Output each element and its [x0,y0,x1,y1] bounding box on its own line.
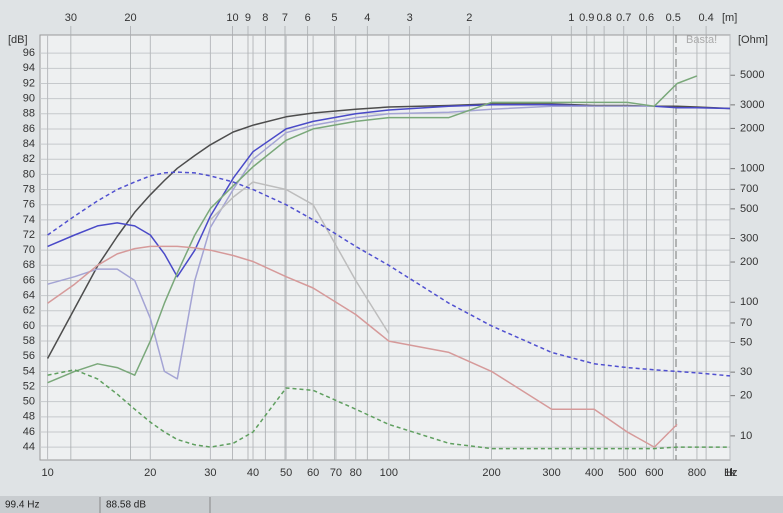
x2-tick-label: 3 [407,12,413,24]
x2-tick-label: 0.8 [596,12,611,24]
y-tick-label: 92 [23,77,35,89]
series-line [209,181,390,334]
status-level: 88.58 dB [106,500,146,511]
x2-tick-label: 0.4 [698,12,713,24]
x-tick-label: 20 [144,467,156,479]
x-tick-label: 500 [618,467,636,479]
x-tick-label: 1k [724,467,736,479]
series-line [47,245,678,448]
series-line [47,105,655,380]
status-background [0,496,783,513]
x2-unit: [m] [722,12,737,24]
y-tick-label: 94 [23,62,35,74]
y-tick-label: 68 [23,259,35,271]
y-tick-label: 60 [23,320,35,332]
y-tick-label: 76 [23,199,35,211]
y2-axis-label: [Ohm] [738,34,768,46]
x-tick-label: 80 [350,467,362,479]
y-tick-label: 88 [23,108,35,120]
y-tick-label: 78 [23,183,35,195]
y2-tick-label: 2000 [740,122,764,134]
y2-tick-label: 200 [740,256,758,268]
x-tick-label: 800 [688,467,706,479]
x2-tick-label: 8 [262,12,268,24]
x2-tick-label: 7 [282,12,288,24]
y-tick-label: 84 [23,138,35,150]
y2-tick-label: 30 [740,366,752,378]
x2-tick-label: 9 [245,12,251,24]
x2-tick-label: 4 [364,12,370,24]
x2-tick-label: 10 [226,12,238,24]
y-tick-label: 80 [23,168,35,180]
y-tick-label: 86 [23,123,35,135]
y-tick-label: 46 [23,426,35,438]
x-tick-label: 200 [482,467,500,479]
x2-tick-label: 20 [124,12,136,24]
watermark: Basta! [686,34,717,46]
y-axis-label: [dB] [8,34,28,46]
y-tick-label: 50 [23,396,35,408]
y2-tick-label: 50 [740,336,752,348]
series-line [47,75,698,384]
y-tick-label: 64 [23,290,35,302]
x-tick-label: 300 [542,467,560,479]
series-line [47,171,731,377]
x2-tick-label: 0.5 [666,12,681,24]
y2-tick-label: 700 [740,183,758,195]
x2-tick-label: 30 [65,12,77,24]
x-tick-label: 400 [585,467,603,479]
y-tick-label: 74 [23,214,35,226]
x-tick-label: 600 [645,467,663,479]
x-tick-label: 100 [380,467,398,479]
y-tick-label: 58 [23,335,35,347]
y2-tick-label: 70 [740,317,752,329]
x-tick-label: 50 [280,467,292,479]
y-tick-label: 52 [23,380,35,392]
y2-tick-label: 100 [740,296,758,308]
x2-tick-label: 0.9 [579,12,594,24]
y-tick-label: 44 [23,441,35,453]
y-tick-label: 48 [23,411,35,423]
x2-tick-label: 1 [568,12,574,24]
x2-tick-label: 5 [331,12,337,24]
y-tick-label: 54 [23,365,35,377]
y-tick-label: 70 [23,244,35,256]
x-tick-label: 30 [204,467,216,479]
x2-tick-label: 0.7 [616,12,631,24]
status-frequency: 99.4 Hz [5,500,39,511]
y-tick-label: 90 [23,93,35,105]
x2-tick-label: 0.6 [639,12,654,24]
x-tick-label: 70 [330,467,342,479]
y2-tick-label: 5000 [740,69,764,81]
x2-tick-label: 6 [305,12,311,24]
status-bar: 99.4 Hz 88.58 dB [0,496,783,513]
x-unit: Hz [724,467,737,479]
y-tick-label: 96 [23,47,35,59]
y2-tick-label: 500 [740,203,758,215]
y-tick-label: 66 [23,274,35,286]
y2-tick-label: 1000 [740,163,764,175]
x2-tick-label: 2 [466,12,472,24]
x-tick-label: 10 [41,467,53,479]
y2-tick-label: 3000 [740,99,764,111]
y-tick-label: 72 [23,229,35,241]
y-tick-label: 82 [23,153,35,165]
y2-tick-label: 300 [740,232,758,244]
y-tick-label: 62 [23,305,35,317]
y-tick-label: 56 [23,350,35,362]
x-tick-label: 40 [247,467,259,479]
x-tick-label: 60 [307,467,319,479]
series-line [47,369,730,450]
y2-tick-label: 20 [740,390,752,402]
y2-tick-label: 10 [740,430,752,442]
